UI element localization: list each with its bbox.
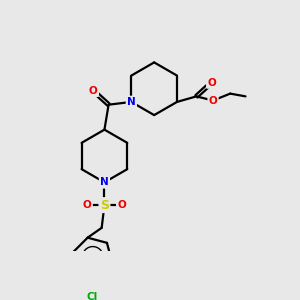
Text: N: N (127, 97, 136, 107)
Text: S: S (100, 199, 109, 212)
Text: O: O (117, 200, 126, 210)
Text: Cl: Cl (87, 292, 98, 300)
Text: O: O (209, 95, 218, 106)
Text: N: N (100, 177, 109, 188)
Text: O: O (89, 86, 98, 96)
Text: O: O (83, 200, 92, 210)
Text: O: O (207, 77, 216, 88)
